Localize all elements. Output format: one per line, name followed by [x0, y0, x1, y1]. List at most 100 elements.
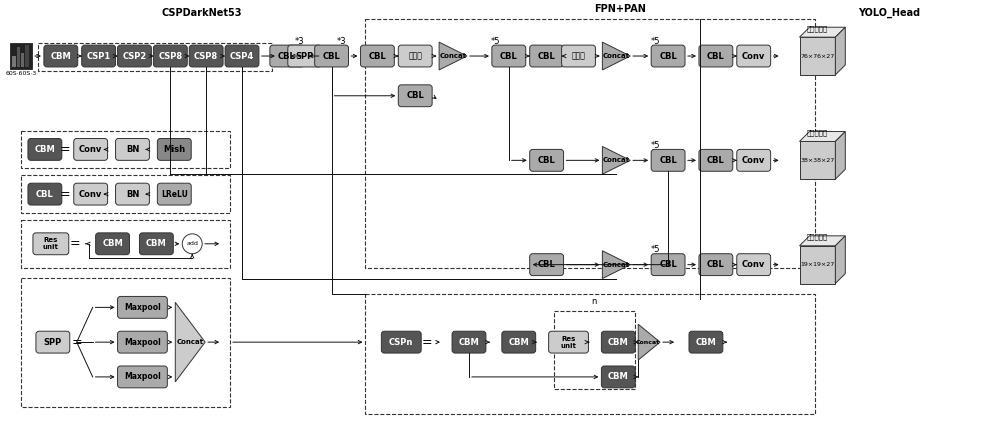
Text: =: = [422, 336, 432, 349]
Text: CSP8: CSP8 [158, 52, 182, 61]
FancyBboxPatch shape [699, 149, 733, 171]
Text: SPP: SPP [296, 52, 314, 61]
Text: Maxpool: Maxpool [124, 303, 161, 312]
Text: CBM: CBM [608, 338, 629, 347]
Bar [21, 278, 230, 407]
Text: CBL: CBL [707, 260, 725, 269]
Text: add: add [186, 241, 198, 246]
FancyBboxPatch shape [33, 233, 69, 255]
FancyBboxPatch shape [189, 45, 223, 67]
Text: 76×76×27: 76×76×27 [800, 53, 835, 59]
FancyBboxPatch shape [74, 183, 108, 205]
Text: 上采样: 上采样 [572, 52, 585, 61]
Text: CBL: CBL [707, 156, 725, 165]
FancyBboxPatch shape [44, 45, 78, 67]
Bar [12, 56, 16, 67]
Text: CBL: CBL [659, 260, 677, 269]
FancyBboxPatch shape [492, 45, 526, 67]
Text: Conv: Conv [742, 156, 765, 165]
FancyBboxPatch shape [28, 139, 62, 160]
Text: CBL: CBL [538, 156, 556, 165]
Text: Mish: Mish [163, 145, 185, 154]
FancyBboxPatch shape [601, 331, 635, 353]
Circle shape [182, 234, 202, 254]
Text: CBL: CBL [659, 156, 677, 165]
FancyBboxPatch shape [398, 45, 432, 67]
Text: =: = [69, 237, 80, 250]
Text: SPP: SPP [44, 338, 62, 347]
FancyBboxPatch shape [549, 331, 588, 353]
Text: Concat: Concat [177, 339, 204, 345]
Polygon shape [638, 324, 660, 360]
Polygon shape [602, 42, 630, 70]
Polygon shape [800, 131, 845, 142]
FancyBboxPatch shape [118, 366, 167, 388]
Text: CSP2: CSP2 [122, 52, 147, 61]
Text: CBL: CBL [36, 190, 54, 198]
Text: CBM: CBM [608, 372, 629, 382]
Polygon shape [835, 236, 845, 284]
Text: CBM: CBM [146, 239, 167, 248]
FancyBboxPatch shape [74, 139, 108, 160]
FancyBboxPatch shape [452, 331, 486, 353]
Bar [365, 294, 815, 414]
Text: FPN+PAN: FPN+PAN [594, 4, 646, 14]
Text: Res
unit: Res unit [43, 237, 59, 250]
FancyBboxPatch shape [82, 45, 116, 67]
Text: Res
unit: Res unit [561, 336, 577, 349]
FancyBboxPatch shape [530, 45, 564, 67]
Polygon shape [800, 236, 845, 246]
Text: 19×19×27: 19×19×27 [800, 262, 835, 267]
FancyBboxPatch shape [157, 139, 191, 160]
Text: 小目标预测: 小目标预测 [807, 25, 828, 31]
Polygon shape [800, 27, 845, 37]
FancyBboxPatch shape [530, 149, 564, 171]
Polygon shape [439, 42, 467, 70]
FancyBboxPatch shape [651, 149, 685, 171]
FancyBboxPatch shape [800, 37, 835, 75]
Text: CSP8: CSP8 [194, 52, 218, 61]
Text: CBM: CBM [459, 338, 479, 347]
Bar [38, 43, 272, 71]
FancyBboxPatch shape [737, 149, 771, 171]
Bar [21, 175, 230, 213]
FancyBboxPatch shape [651, 254, 685, 276]
Text: 中目标预测: 中目标预测 [807, 129, 828, 136]
FancyBboxPatch shape [118, 296, 167, 318]
Text: CBL: CBL [707, 52, 725, 61]
FancyBboxPatch shape [737, 45, 771, 67]
Text: CBL: CBL [406, 91, 424, 100]
Text: CBM: CBM [50, 52, 71, 61]
FancyBboxPatch shape [530, 254, 564, 276]
Bar [21, 53, 24, 67]
FancyBboxPatch shape [118, 45, 151, 67]
FancyBboxPatch shape [116, 139, 149, 160]
Text: LReLU: LReLU [161, 190, 188, 198]
FancyBboxPatch shape [651, 45, 685, 67]
Bar [21, 131, 230, 168]
Text: 38×38×27: 38×38×27 [800, 158, 835, 163]
FancyBboxPatch shape [689, 331, 723, 353]
FancyBboxPatch shape [288, 45, 322, 67]
FancyBboxPatch shape [225, 45, 259, 67]
Text: =: = [59, 143, 70, 156]
FancyBboxPatch shape [699, 254, 733, 276]
Bar [17, 47, 20, 67]
Text: CBL: CBL [538, 52, 556, 61]
Polygon shape [175, 302, 205, 382]
Text: *3: *3 [295, 36, 305, 46]
Text: CSP1: CSP1 [87, 52, 111, 61]
Text: Conv: Conv [79, 190, 102, 198]
FancyBboxPatch shape [360, 45, 394, 67]
Bar [25, 45, 29, 67]
FancyBboxPatch shape [96, 233, 129, 255]
Text: CBL: CBL [278, 52, 296, 61]
Text: Maxpool: Maxpool [124, 372, 161, 382]
FancyBboxPatch shape [153, 45, 187, 67]
Text: 上采样: 上采样 [408, 52, 422, 61]
Text: BN: BN [126, 190, 139, 198]
Text: Maxpool: Maxpool [124, 338, 161, 347]
Text: *3: *3 [337, 36, 346, 46]
Text: Concat: Concat [603, 157, 630, 163]
Bar [10, 43, 32, 69]
